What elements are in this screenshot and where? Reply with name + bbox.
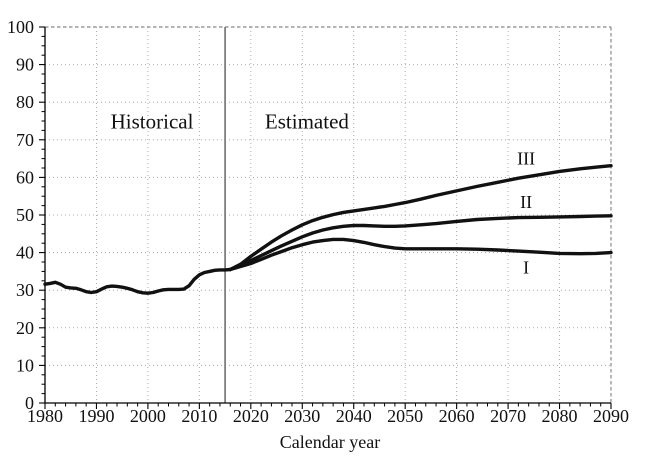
y-tick-label: 10 <box>16 355 34 375</box>
series-line-I <box>228 237 613 272</box>
x-tick-label: 2010 <box>181 406 217 426</box>
axes-layer: 1980 1990 2000 2010 2020 2030 2040 2050 2060 2070… <box>7 17 629 426</box>
series-label-III: III <box>517 149 535 169</box>
x-tick-label: 1980 <box>27 406 63 426</box>
x-tick-label: 2040 <box>336 406 372 426</box>
x-axis-title: Calendar year <box>280 432 380 452</box>
region-label-estimated: Estimated <box>265 109 349 133</box>
y-tick-label: 20 <box>16 318 34 338</box>
y-tick-label: 30 <box>16 280 34 300</box>
x-tick-label: 1990 <box>78 406 114 426</box>
y-tick-label: 100 <box>7 17 34 37</box>
y-tick-label: 40 <box>16 243 34 263</box>
x-tick-label: 2070 <box>490 406 526 426</box>
x-tick-label: 2090 <box>593 406 629 426</box>
y-tick-label: 90 <box>16 55 34 75</box>
y-tick-label: 70 <box>16 130 34 150</box>
y-tick-label: 0 <box>25 393 34 413</box>
y-tick-label: 80 <box>16 92 34 112</box>
series-layer <box>43 163 613 295</box>
y-tick-label: 50 <box>16 205 34 225</box>
series-line-II <box>228 214 613 272</box>
series-line-Historical <box>43 267 232 295</box>
x-tick-label: 2050 <box>387 406 423 426</box>
series-label-II: II <box>520 192 532 212</box>
x-tick-label: 2000 <box>130 406 166 426</box>
region-label-historical: Historical <box>111 109 194 133</box>
series-label-I: I <box>523 258 529 278</box>
x-tick-label: 2020 <box>233 406 269 426</box>
x-tick-label: 2030 <box>284 406 320 426</box>
y-tick-label: 60 <box>16 167 34 187</box>
gridlines-layer <box>45 26 612 403</box>
x-tick-label: 2060 <box>439 406 475 426</box>
x-tick-label: 2080 <box>542 406 578 426</box>
series-line-III <box>228 163 613 272</box>
